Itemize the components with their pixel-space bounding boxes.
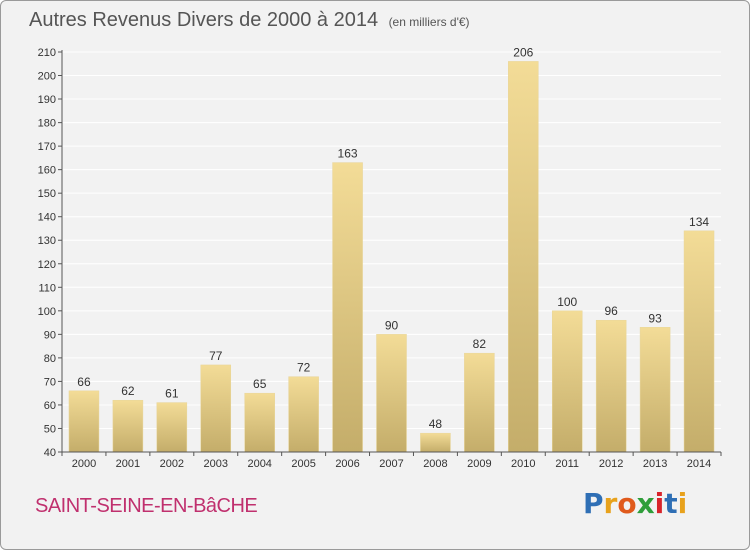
x-tick-label-2006: 2006	[335, 458, 359, 470]
x-tick-label-2012: 2012	[599, 458, 623, 470]
bar-2000	[68, 390, 100, 453]
axes: 40 50 60 70 80 90 100 110 120 130 140 150 160 170 180 1…	[38, 47, 722, 470]
chart-title: Autres Revenus Divers de 2000 à 2014 (en…	[29, 9, 470, 32]
bar-2002	[156, 402, 188, 453]
data-label-2001: 62	[121, 384, 135, 398]
logo-letter: i	[677, 487, 688, 520]
y-tick-label: 50	[44, 423, 56, 435]
x-tick-label-2005: 2005	[291, 458, 315, 470]
data-label-2014: 134	[689, 215, 709, 229]
data-label-2009: 82	[473, 337, 487, 351]
y-tick-label: 100	[38, 306, 56, 318]
logo-letter: P	[583, 487, 604, 520]
y-tick-label: 200	[38, 71, 56, 83]
bar-2004	[244, 392, 275, 453]
y-tick-label: 190	[38, 94, 56, 106]
data-label-2004: 65	[253, 377, 267, 391]
data-label-2006: 163	[338, 147, 358, 161]
logo-letter: r	[603, 487, 618, 520]
logo-letter: o	[617, 487, 637, 520]
y-tick-label: 80	[44, 353, 56, 365]
x-tick-label-2009: 2009	[467, 458, 491, 470]
y-tick-label: 140	[38, 212, 56, 224]
y-tick-label: 60	[44, 400, 56, 412]
y-tick-label: 70	[44, 376, 56, 388]
data-label-2005: 72	[297, 361, 311, 375]
bar-2003	[200, 364, 232, 453]
data-label-2008: 48	[429, 417, 443, 431]
bar-2001	[112, 399, 144, 453]
y-tick-label: 150	[38, 188, 56, 200]
y-tick-label: 180	[38, 118, 56, 130]
data-label-2013: 93	[648, 311, 662, 325]
data-label-2012: 96	[604, 304, 618, 318]
bar-2014	[683, 230, 715, 453]
y-tick-label: 90	[44, 329, 56, 341]
x-tick-label-2008: 2008	[423, 458, 447, 470]
bar-2006	[332, 162, 363, 453]
y-tick-label: 110	[38, 282, 56, 294]
logo-letter: x	[636, 487, 655, 520]
x-tick-label-2003: 2003	[204, 458, 228, 470]
x-tick-label-2000: 2000	[72, 458, 96, 470]
bar-2007	[376, 334, 407, 453]
logo-letter: i	[654, 487, 665, 520]
x-tick-label-2004: 2004	[247, 458, 271, 470]
x-tick-label-2013: 2013	[643, 458, 667, 470]
data-label-2010: 206	[513, 45, 533, 59]
chart-unit-text: (en milliers d'€)	[388, 15, 470, 29]
data-label-2011: 100	[557, 295, 577, 309]
bar-2013	[639, 327, 671, 453]
x-tick-label-2011: 2011	[555, 458, 579, 470]
chart-title-text: Autres Revenus Divers de 2000 à 2014	[29, 9, 379, 31]
data-labels: 66 62 61 77 65 72 163 90 48 82 206 100 96 93 134	[77, 45, 709, 431]
data-label-2007: 90	[385, 318, 399, 332]
x-tick-label-2002: 2002	[160, 458, 184, 470]
data-label-2003: 77	[209, 349, 223, 363]
x-tick-label-2010: 2010	[511, 458, 535, 470]
bar-2012	[595, 319, 627, 453]
bar-2011	[551, 310, 583, 453]
x-tick-label-2001: 2001	[116, 458, 140, 470]
bar-2005	[288, 376, 319, 453]
bars	[68, 61, 715, 453]
place-name: SAINT-SEINE-EN-BâCHE	[35, 495, 258, 517]
bar-2008	[420, 432, 451, 453]
data-label-2002: 61	[165, 387, 179, 401]
x-tick-label-2007: 2007	[379, 458, 403, 470]
data-label-2000: 66	[77, 375, 91, 389]
proxiti-logo: Proxiti	[583, 487, 687, 520]
y-tick-label: 170	[38, 141, 56, 153]
y-tick-label: 210	[38, 47, 56, 59]
bar-2010	[508, 61, 539, 453]
y-tick-label: 120	[38, 259, 56, 271]
y-tick-label: 40	[44, 447, 56, 459]
x-tick-label-2014: 2014	[687, 458, 711, 470]
y-tick-label: 130	[38, 235, 56, 247]
bar-2009	[464, 352, 495, 453]
y-tick-label: 160	[38, 165, 56, 177]
logo-letter: t	[664, 487, 678, 520]
